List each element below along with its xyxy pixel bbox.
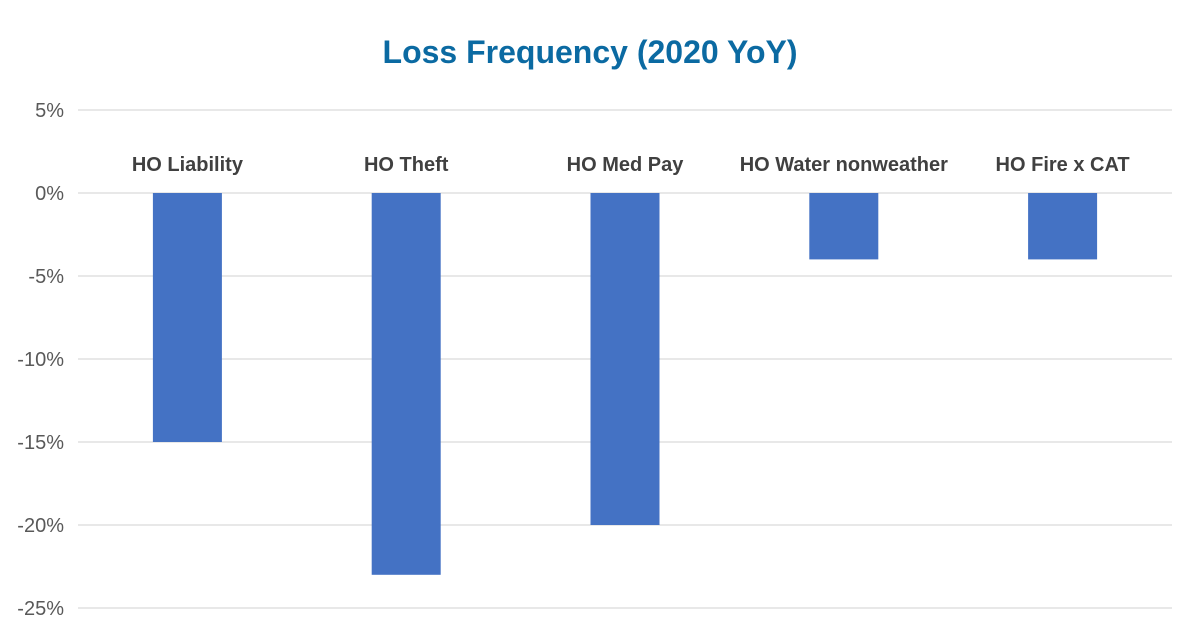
y-tick-label: -5% (28, 266, 64, 288)
category-labels: HO Liability HO Theft HO Med Pay HO Water n… (132, 154, 1130, 176)
bar (371, 193, 441, 575)
y-tick-label: -25% (17, 598, 64, 620)
category-label: HO Theft (364, 154, 449, 176)
chart-title: Loss Frequency (2020 YoY) (383, 34, 798, 70)
y-tick-label: -20% (17, 515, 64, 537)
y-tick-label: -15% (17, 432, 64, 454)
y-tick-label: -10% (17, 349, 64, 371)
bars (152, 193, 1098, 575)
bar (152, 193, 222, 442)
bar (590, 193, 660, 525)
y-axis-tick-labels: 5% 0% -5% -10% -15% -20% -25% (17, 100, 64, 620)
bar (1028, 193, 1098, 260)
category-label: HO Med Pay (567, 154, 685, 176)
y-tick-label: 0% (35, 183, 64, 205)
category-label: HO Fire x CAT (996, 154, 1130, 176)
category-label: HO Water nonweather (740, 154, 948, 176)
bar (809, 193, 879, 260)
category-label: HO Liability (132, 154, 244, 176)
y-tick-label: 5% (35, 100, 64, 122)
